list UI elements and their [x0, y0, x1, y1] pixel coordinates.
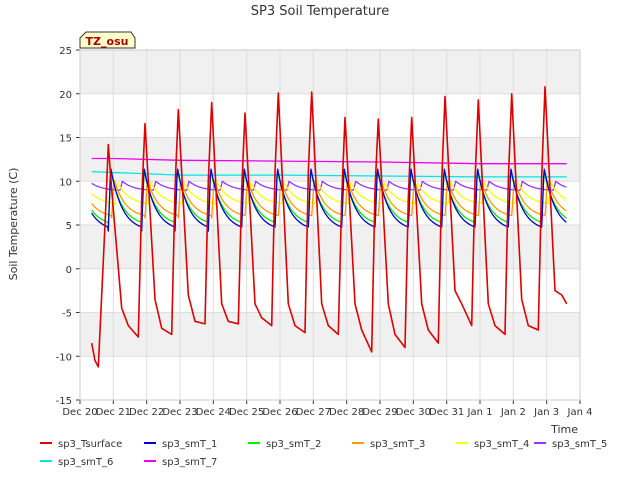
- legend-item: sp3_smT_2: [248, 439, 321, 450]
- y-tick-label: 25: [59, 46, 72, 57]
- y-tick-label: 15: [59, 134, 72, 145]
- plot-frame: [79, 49, 581, 401]
- legend-item: sp3_smT_5: [534, 439, 607, 450]
- site-label-box: TZ_osu: [79, 31, 136, 49]
- legend-label: sp3_smT_5: [552, 439, 607, 450]
- x-tick-label: Dec 20: [62, 407, 97, 418]
- series-line-sp3_smT_7: [91, 157, 567, 165]
- series-line-sp3_smT_1: [91, 168, 567, 232]
- legend-item: sp3_smT_3: [352, 439, 425, 450]
- x-tick-label: Dec 25: [229, 407, 264, 418]
- x-tick-label: Dec 27: [296, 407, 331, 418]
- x-tick-label: Jan 4: [567, 407, 593, 418]
- x-tick-label: Dec 28: [329, 407, 364, 418]
- legend-item: sp3_smT_6: [40, 457, 113, 468]
- x-axis-label: Time: [550, 423, 578, 436]
- y-tick-label: 0: [66, 265, 72, 276]
- legend-label: sp3_Tsurface: [58, 439, 122, 450]
- series-line-sp3_smT_3: [91, 179, 567, 219]
- plot-band: [80, 312, 580, 357]
- x-tick-label: Dec 31: [429, 407, 464, 418]
- x-tick-label: Dec 26: [262, 407, 297, 418]
- legend-item: sp3_smT_4: [456, 439, 529, 450]
- plot-band: [80, 225, 580, 269]
- y-tick-label: -15: [56, 396, 72, 407]
- chart-title: SP3 Soil Temperature: [251, 4, 389, 19]
- legend-label: sp3_smT_2: [266, 439, 321, 450]
- legend-label: sp3_smT_3: [370, 439, 425, 450]
- legend-label: sp3_smT_6: [58, 457, 113, 468]
- x-tick-label: Dec 22: [129, 407, 164, 418]
- legend-label: sp3_smT_1: [162, 439, 217, 450]
- x-tick-label: Dec 29: [362, 407, 397, 418]
- y-tick-label: -5: [62, 309, 72, 320]
- y-axis-label: Soil Temperature (C): [7, 168, 20, 281]
- y-tick-label: 5: [66, 221, 72, 232]
- x-tick-label: Jan 2: [500, 407, 526, 418]
- legend-item: sp3_smT_1: [144, 439, 217, 450]
- x-tick-label: Dec 24: [196, 407, 231, 418]
- y-tick-label: 20: [59, 90, 72, 101]
- series-line-sp3_Tsurface: [90, 86, 568, 368]
- site-label: TZ_osu: [86, 35, 129, 48]
- legend-item: sp3_Tsurface: [40, 439, 122, 450]
- x-tick-label: Dec 30: [396, 407, 431, 418]
- series-line-sp3_smT_6: [91, 170, 567, 178]
- x-tick-label: Dec 21: [96, 407, 131, 418]
- y-tick-label: -10: [56, 352, 72, 363]
- legend-label: sp3_smT_4: [474, 439, 529, 450]
- x-tick-label: Jan 3: [533, 407, 559, 418]
- plot-band: [80, 50, 580, 94]
- series-line-sp3_smT_2: [91, 170, 567, 227]
- series-line-sp3_smT_4: [91, 182, 567, 206]
- legend-item: sp3_smT_7: [144, 457, 217, 468]
- x-tick-label: Dec 23: [162, 407, 197, 418]
- legend-label: sp3_smT_7: [162, 457, 217, 468]
- y-tick-label: 10: [59, 177, 72, 188]
- x-tick-label: Jan 1: [467, 407, 493, 418]
